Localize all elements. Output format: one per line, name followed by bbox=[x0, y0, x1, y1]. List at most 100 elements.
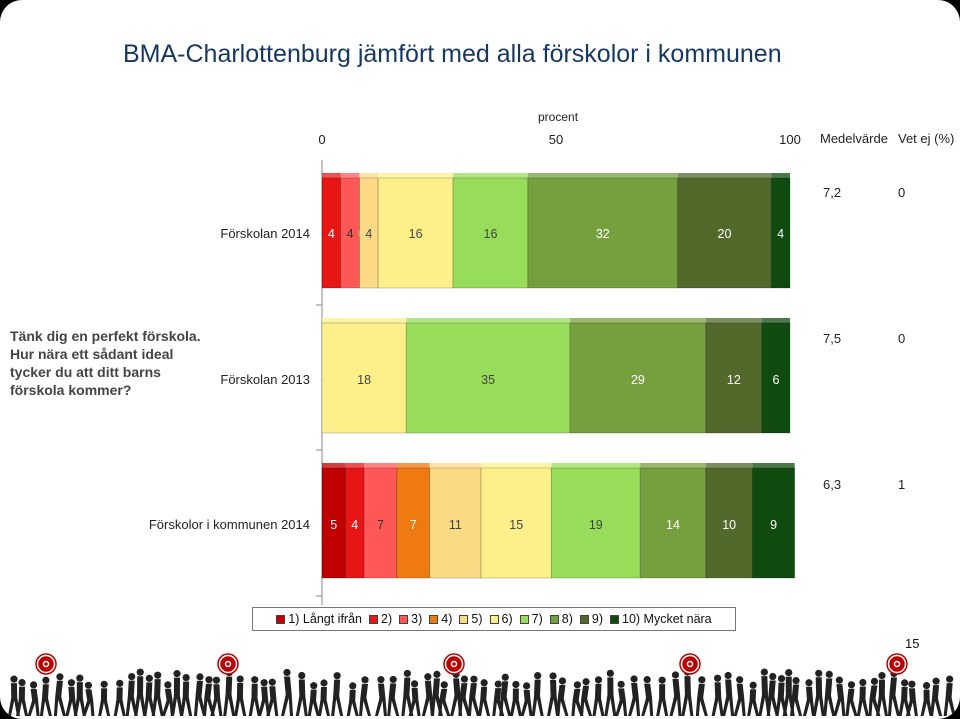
walking-figure bbox=[223, 669, 236, 716]
walking-figure bbox=[65, 679, 78, 716]
legend-label: 6) bbox=[501, 612, 513, 626]
bar-segment-top bbox=[705, 318, 762, 323]
data-label: 12 bbox=[727, 373, 741, 387]
walking-figure bbox=[833, 676, 846, 716]
walking-figure bbox=[845, 681, 858, 716]
bar-segment-top bbox=[705, 463, 753, 468]
walking-figure bbox=[248, 676, 261, 716]
legend-item: 4) bbox=[429, 612, 452, 626]
walking-figure bbox=[656, 676, 669, 716]
bar-segment-top bbox=[551, 463, 641, 468]
walking-figure bbox=[531, 672, 544, 716]
bar-segment-top bbox=[771, 173, 790, 178]
bar-segment bbox=[396, 467, 431, 579]
walking-figure bbox=[580, 678, 593, 716]
data-label: 4 bbox=[347, 227, 354, 241]
bar-segment bbox=[377, 177, 454, 289]
legend-label: 1) Långt ifrån bbox=[288, 612, 363, 626]
legend-swatch bbox=[610, 614, 620, 624]
row-label: Förskolor i kommunen 2014 bbox=[148, 517, 310, 532]
walking-figure bbox=[317, 679, 330, 716]
bar-segment-top bbox=[359, 173, 379, 178]
walking-figure bbox=[856, 678, 869, 716]
bar-segment bbox=[677, 177, 772, 289]
walking-figure bbox=[669, 671, 682, 716]
bar-segment-top bbox=[322, 318, 407, 323]
bar-segment-top bbox=[640, 463, 706, 468]
walking-figure bbox=[281, 668, 294, 716]
data-label: 20 bbox=[718, 227, 732, 241]
walking-figure bbox=[180, 673, 193, 716]
legend-swatch bbox=[399, 614, 409, 624]
data-label: 18 bbox=[357, 373, 371, 387]
legend-item: 10) Mycket nära bbox=[610, 612, 712, 626]
mean-value: 7,5 bbox=[823, 331, 842, 346]
walking-figure bbox=[747, 681, 760, 716]
bar-segment bbox=[363, 467, 398, 579]
walking-figure bbox=[113, 679, 126, 716]
data-label: 15 bbox=[509, 518, 523, 532]
data-label: 14 bbox=[666, 518, 680, 532]
walking-figure bbox=[520, 682, 533, 716]
data-label: 6 bbox=[772, 373, 779, 387]
bar-segment-top bbox=[345, 463, 365, 468]
legend-label: 2) bbox=[381, 612, 393, 626]
walking-figure bbox=[509, 680, 522, 716]
question-text: Tänk dig en perfekt förskola. Hur nära e… bbox=[10, 328, 201, 398]
walking-figure bbox=[711, 674, 724, 716]
legend-swatch bbox=[459, 614, 469, 624]
walking-figure bbox=[547, 672, 560, 716]
walking-figure bbox=[467, 675, 480, 716]
walking-figure bbox=[790, 676, 803, 716]
page-number: 15 bbox=[905, 636, 920, 651]
walking-figure bbox=[802, 679, 815, 716]
legend-swatch bbox=[489, 614, 499, 624]
bar-segment-top bbox=[406, 318, 571, 323]
bar-segment bbox=[405, 322, 571, 434]
legend-label: 3) bbox=[411, 612, 423, 626]
dont-know-column-header: Vet ej (%) bbox=[898, 131, 955, 146]
bar-segment-top bbox=[378, 173, 454, 178]
walking-figure bbox=[875, 672, 888, 716]
legend-item: 8) bbox=[549, 612, 573, 626]
walking-figure bbox=[722, 671, 735, 716]
x-tick-label: 50 bbox=[548, 132, 564, 147]
bar-segment-top bbox=[364, 463, 397, 468]
data-label: 19 bbox=[589, 518, 603, 532]
bar-segment bbox=[761, 322, 791, 434]
walking-figure bbox=[812, 669, 825, 716]
walking-figure bbox=[408, 680, 421, 716]
x-tick-label: 0 bbox=[318, 132, 326, 147]
walking-figure bbox=[478, 679, 491, 716]
bar-segment bbox=[480, 467, 552, 579]
data-label: 35 bbox=[481, 373, 495, 387]
bar-segment bbox=[639, 467, 707, 579]
walking-figure bbox=[571, 681, 584, 716]
walking-figure bbox=[604, 669, 617, 716]
data-label: 10 bbox=[722, 518, 736, 532]
walking-figure bbox=[499, 673, 512, 716]
target-icon bbox=[886, 653, 908, 675]
legend-swatch bbox=[549, 614, 559, 624]
walking-figure bbox=[681, 668, 694, 716]
walking-figure bbox=[161, 681, 174, 716]
bar-segment-top bbox=[322, 463, 346, 468]
bar-segment bbox=[752, 467, 796, 579]
walking-figure bbox=[758, 668, 771, 716]
walking-figure bbox=[234, 675, 247, 716]
dont-know-value: 0 bbox=[898, 331, 906, 346]
legend-item: 6) bbox=[489, 612, 513, 626]
bar-segment-top bbox=[481, 463, 552, 468]
walking-figure bbox=[331, 672, 344, 716]
data-label: 4 bbox=[351, 518, 358, 532]
target-icon bbox=[443, 653, 465, 675]
data-label: 4 bbox=[328, 227, 335, 241]
legend-item: 9) bbox=[579, 612, 603, 626]
walking-figure bbox=[210, 676, 223, 716]
walking-figure bbox=[258, 679, 271, 716]
walking-figure bbox=[295, 671, 308, 716]
legend-label: 5) bbox=[471, 612, 483, 626]
mean-value: 6,3 bbox=[823, 477, 842, 492]
walking-figure bbox=[346, 682, 359, 716]
